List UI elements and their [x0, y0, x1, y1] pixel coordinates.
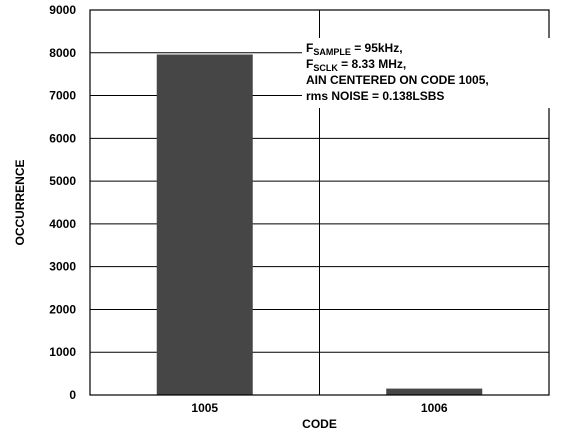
y-tick-label: 6000 [49, 131, 76, 145]
y-tick-label: 1000 [49, 345, 76, 359]
bar-1006 [386, 388, 483, 395]
bar-1005 [156, 54, 253, 395]
x-axis-title: CODE [302, 417, 337, 431]
y-tick-label: 4000 [49, 217, 76, 231]
x-tick-labels: 1005 1006 [191, 401, 448, 415]
y-axis-title: OCCURRENCE [13, 159, 27, 245]
x-tick-label: 1006 [421, 401, 448, 415]
bars [156, 54, 483, 395]
y-tick-label: 7000 [49, 89, 76, 103]
plot-frame [89, 9, 550, 396]
annotation-line: FSCLK = 8.33 MHz, [306, 57, 406, 73]
annotation-block: FSAMPLE = 95kHz,FSCLK = 8.33 MHz,AIN CEN… [306, 41, 489, 103]
annotation-line: AIN CENTERED ON CODE 1005, [306, 73, 489, 87]
y-tick-label: 5000 [49, 174, 76, 188]
y-tick-label: 9000 [49, 3, 76, 17]
annotation-line: rms NOISE = 0.138LSBS [306, 89, 444, 103]
annotation-line: FSAMPLE = 95kHz, [306, 41, 403, 57]
y-tick-label: 0 [69, 388, 76, 402]
y-tick-label: 8000 [49, 46, 76, 60]
y-tick-label: 2000 [49, 302, 76, 316]
annotation-background [302, 38, 552, 108]
y-tick-label: 3000 [49, 260, 76, 274]
x-tick-label: 1005 [191, 401, 218, 415]
y-tick-labels: 0 1000 2000 3000 4000 5000 6000 7000 8000 9000 [49, 3, 76, 402]
